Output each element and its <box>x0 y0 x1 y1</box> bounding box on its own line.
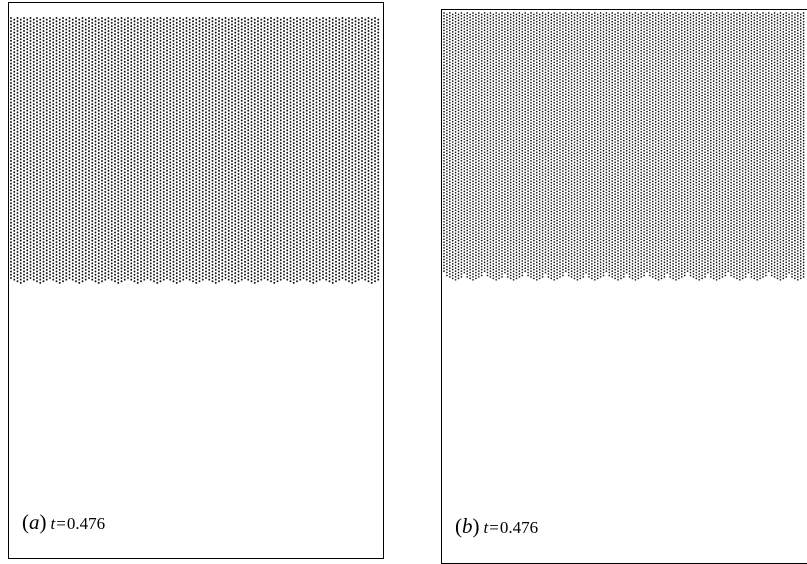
panel-a: (a) t=0.476 <box>8 2 384 559</box>
caption-a-equals: = <box>56 514 66 533</box>
caption-b-time-symbol: t <box>484 518 489 537</box>
caption-a-close-paren: ) <box>40 510 47 534</box>
caption-a-time-value: 0.476 <box>67 514 105 533</box>
caption-b-time-value: 0.476 <box>500 518 538 537</box>
particle-lattice <box>10 17 380 284</box>
caption-b-open-paren: ( <box>455 514 462 538</box>
caption-a-time-symbol: t <box>51 514 56 533</box>
caption-a-letter: a <box>29 510 40 534</box>
panel-b: (b) t=0.476 <box>441 9 807 564</box>
caption-b-equals: = <box>489 518 499 537</box>
caption-a-open-paren: ( <box>22 510 29 534</box>
caption-b-close-paren: ) <box>473 514 480 538</box>
caption-b-letter: b <box>462 514 473 538</box>
particle-lattice <box>443 12 805 281</box>
particle-field-b <box>443 12 805 281</box>
particle-field-a <box>10 17 380 284</box>
caption-a: (a) t=0.476 <box>22 512 105 533</box>
caption-b: (b) t=0.476 <box>455 516 538 537</box>
